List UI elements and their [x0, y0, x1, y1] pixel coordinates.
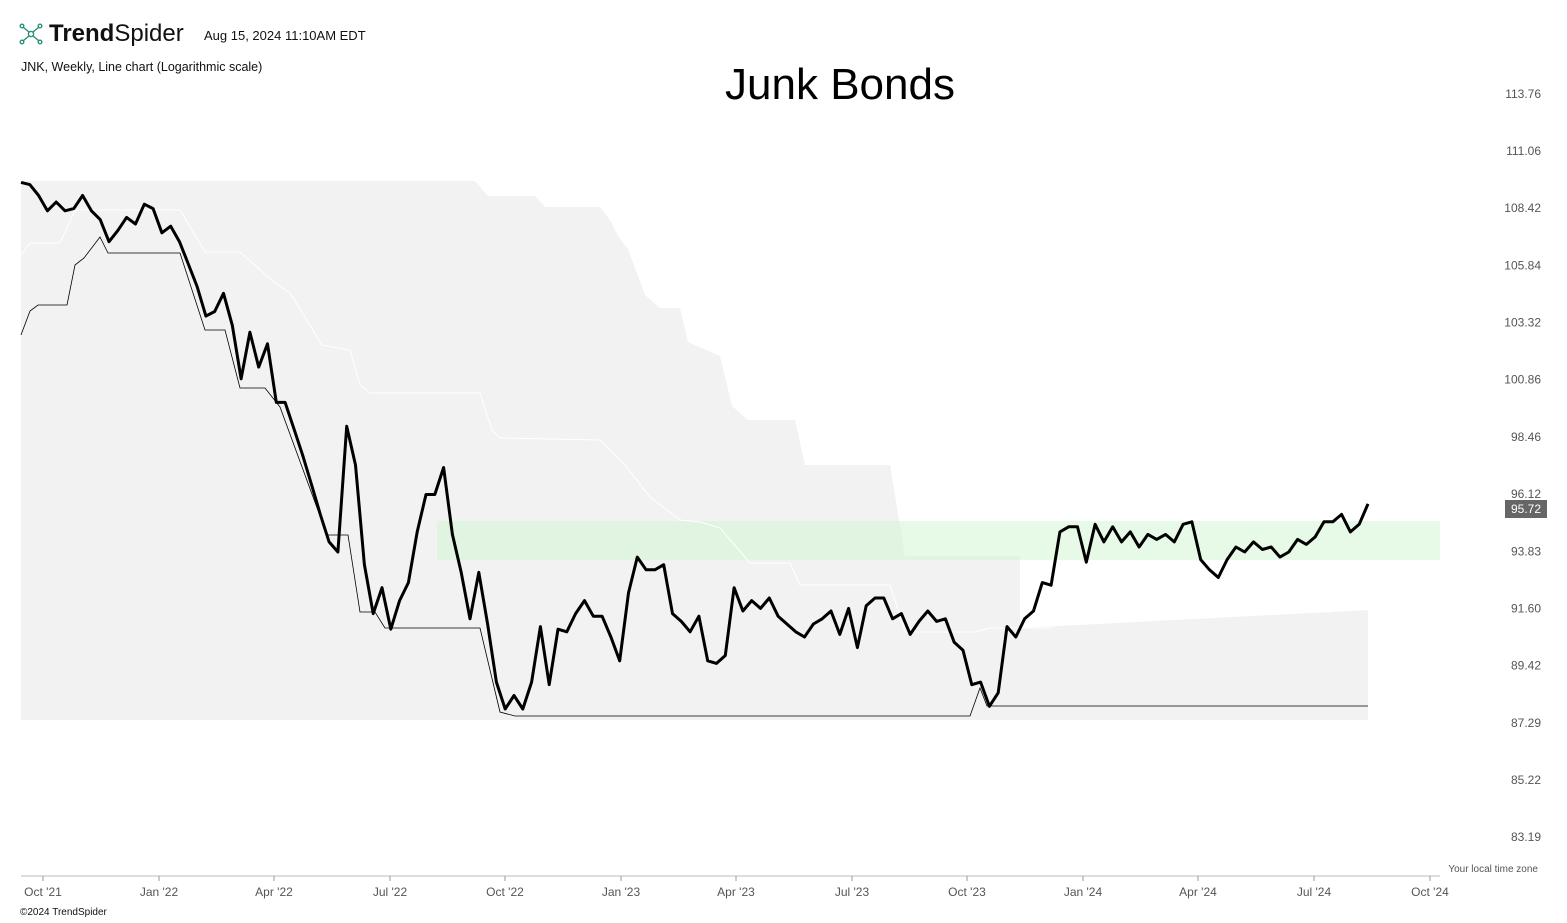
x-tick-label: Jan '22: [140, 885, 179, 899]
y-tick-label: 111.06: [1506, 144, 1541, 158]
x-tick-label: Jan '24: [1064, 885, 1103, 899]
y-tick-label: 103.32: [1504, 316, 1541, 330]
ichimoku-cloud-upper: [21, 181, 1368, 716]
x-tick-label: Jul '22: [373, 885, 408, 899]
chart-title: Junk Bonds: [725, 60, 955, 109]
y-tick-label: 105.84: [1504, 258, 1541, 272]
timezone-note: Your local time zone: [1448, 864, 1538, 875]
x-tick-label: Jul '23: [835, 885, 870, 899]
trendspider-logo-icon: [19, 23, 43, 45]
x-tick-label: Oct '21: [24, 885, 62, 899]
cloud-lower-line: [20, 236, 1368, 717]
x-tick-label: Jan '23: [602, 885, 641, 899]
y-tick-label: 83.19: [1511, 830, 1541, 844]
y-tick-label: 87.29: [1511, 716, 1541, 730]
cloud-layer: [21, 181, 1368, 720]
x-tick-label: Jul '24: [1297, 885, 1332, 899]
y-tick-label: 91.60: [1511, 601, 1541, 615]
last-price-badge: 95.72: [1505, 500, 1547, 518]
chart-subtitle: JNK, Weekly, Line chart (Logarithmic sca…: [21, 60, 263, 74]
trendspider-logo: TrendSpider: [18, 21, 184, 47]
copyright-notice: ©2024 TrendSpider: [20, 907, 107, 918]
y-tick-label: 108.42: [1504, 201, 1541, 215]
y-tick-label: 100.86: [1504, 373, 1541, 387]
y-tick-label: 89.42: [1511, 659, 1541, 673]
x-tick-label: Apr '23: [717, 885, 755, 899]
last-price-label: 95.72: [1511, 502, 1541, 516]
y-axis-labels: 113.76 111.06 108.42 105.84 103.32 100.86 98.4…: [1504, 87, 1541, 844]
y-tick-label: 96.12: [1511, 487, 1541, 501]
x-tick-label: Apr '24: [1179, 885, 1217, 899]
x-tick-label: Oct '24: [1411, 885, 1449, 899]
price-line: [20, 180, 1370, 711]
y-tick-label: 98.46: [1511, 430, 1541, 444]
brand-name: TrendSpider: [49, 20, 184, 47]
chart-timestamp: Aug 15, 2024 11:10AM EDT: [204, 28, 366, 43]
x-tick-label: Oct '22: [486, 885, 524, 899]
y-tick-label: 85.22: [1511, 773, 1541, 787]
y-tick-label: 93.83: [1511, 544, 1541, 558]
x-tick-label: Apr '22: [255, 885, 293, 899]
support-resistance-zone: [437, 521, 1440, 560]
y-tick-label: 113.76: [1505, 87, 1541, 101]
x-axis-labels: Oct '21 Jan '22 Apr '22 Jul '22 Oct '22 Jan '…: [24, 876, 1449, 899]
x-tick-label: Oct '23: [948, 885, 986, 899]
ichimoku-cloud-base: [21, 610, 1368, 720]
